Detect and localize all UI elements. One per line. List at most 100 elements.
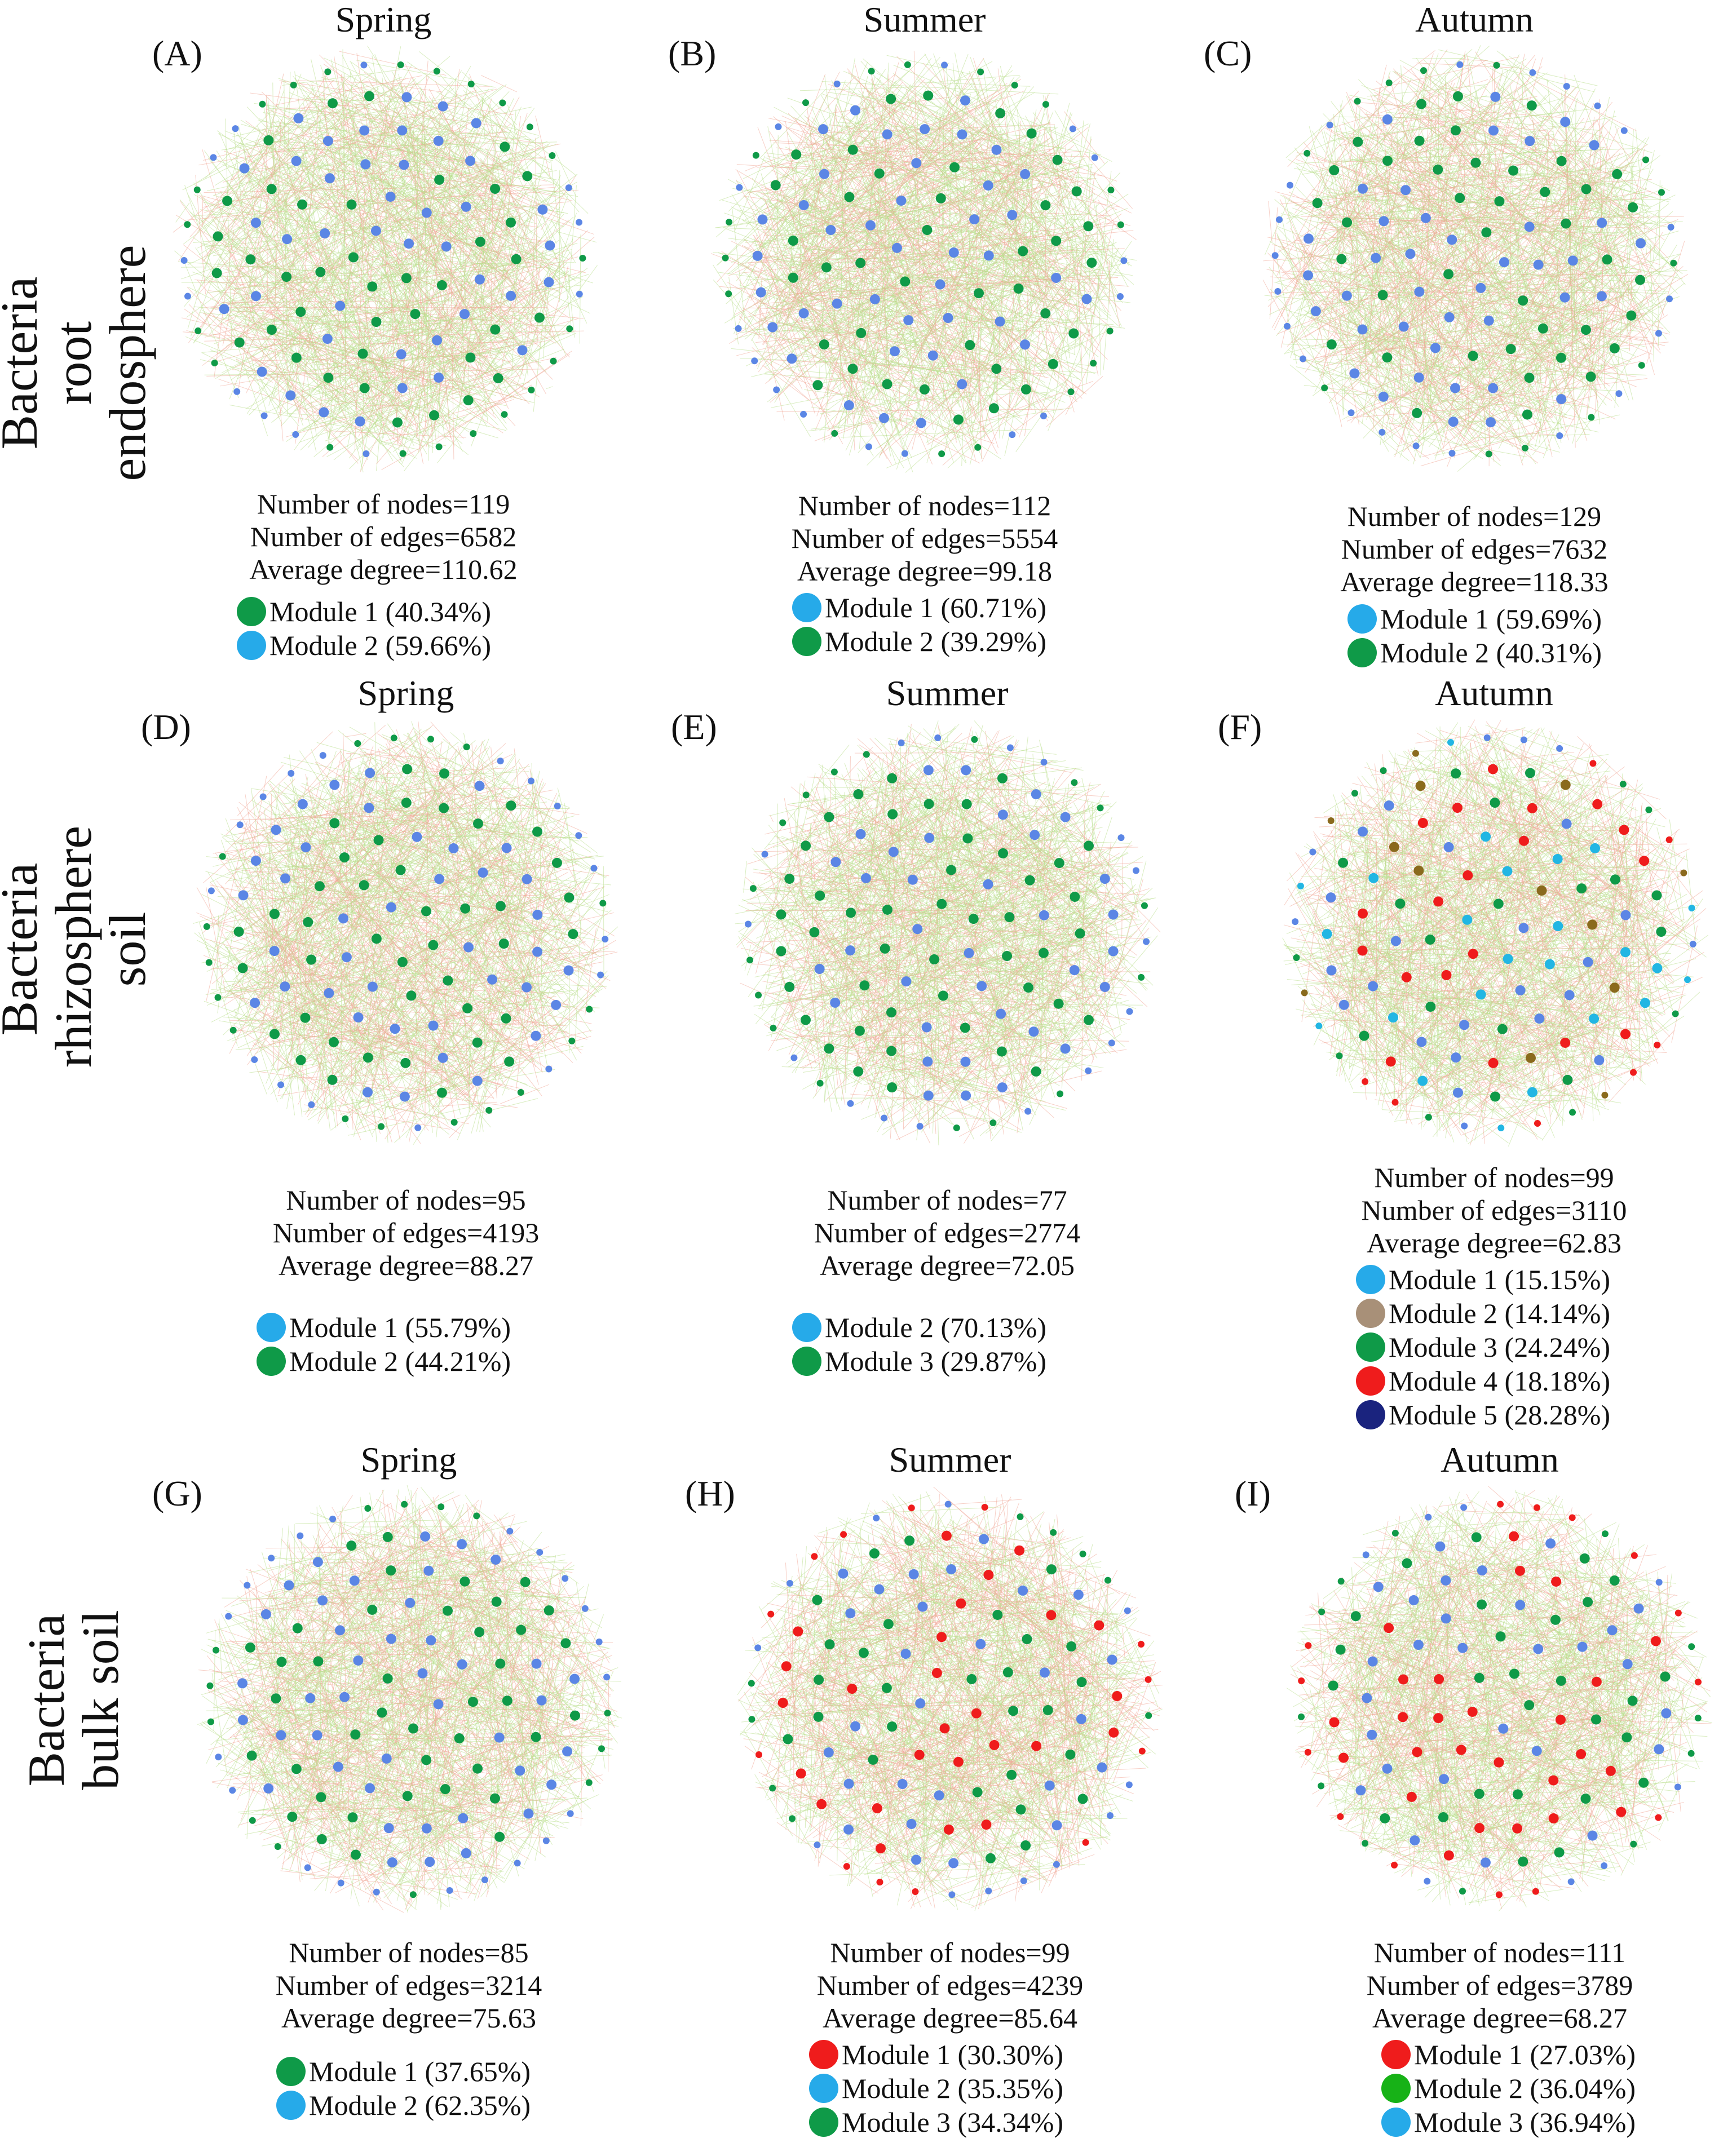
legend-swatch-icon bbox=[1356, 1299, 1385, 1328]
network-node bbox=[853, 789, 863, 799]
network-node bbox=[325, 173, 335, 183]
legend-label: Module 5 (28.28%) bbox=[1389, 1398, 1610, 1431]
network-node bbox=[969, 214, 979, 224]
network-node bbox=[1468, 1707, 1478, 1717]
network-node bbox=[872, 1803, 882, 1813]
node-count: Number of nodes=119 bbox=[101, 488, 665, 520]
network-node bbox=[1384, 800, 1394, 811]
network-node bbox=[977, 69, 984, 76]
legend-swatch-icon bbox=[237, 631, 266, 660]
legend-item: Module 3 (24.24%) bbox=[1356, 1330, 1610, 1364]
network-node bbox=[233, 388, 240, 395]
network-edges bbox=[193, 721, 618, 1145]
row-label-bulk-soil: Bacteria bulk soil bbox=[19, 1582, 127, 1818]
legend-item: Module 1 (27.03%) bbox=[1381, 2038, 1636, 2071]
network-node bbox=[468, 81, 475, 87]
network-node bbox=[377, 1707, 387, 1717]
network-node bbox=[451, 1119, 458, 1126]
network-node bbox=[551, 1000, 561, 1010]
node-count: Number of nodes=129 bbox=[1192, 500, 1732, 533]
network-node bbox=[549, 152, 555, 159]
network-node bbox=[1292, 918, 1298, 925]
network-node bbox=[363, 1087, 373, 1097]
network-node bbox=[260, 794, 267, 800]
network-node bbox=[1382, 114, 1393, 125]
network-node bbox=[506, 291, 516, 301]
network-node bbox=[506, 1528, 513, 1535]
network-node bbox=[1562, 819, 1572, 829]
network-node bbox=[367, 281, 377, 291]
network-node bbox=[360, 383, 370, 393]
network-node bbox=[799, 200, 809, 210]
network-node bbox=[516, 1625, 526, 1635]
network-node bbox=[1569, 1514, 1576, 1521]
network-node bbox=[1040, 1667, 1050, 1677]
network-node bbox=[983, 879, 993, 889]
module-legend: Module 1 (37.65%)Module 2 (62.35%) bbox=[276, 2055, 531, 2122]
network-node bbox=[1447, 739, 1454, 746]
network-node bbox=[1050, 1529, 1057, 1536]
network-node bbox=[1576, 1749, 1586, 1759]
network-node bbox=[1400, 185, 1411, 195]
network-node bbox=[1591, 1715, 1601, 1725]
network-node bbox=[995, 108, 1005, 118]
network-node bbox=[903, 315, 913, 325]
network-node bbox=[1051, 236, 1061, 246]
network-node bbox=[1587, 919, 1597, 929]
network-edges bbox=[711, 51, 1137, 472]
network-node bbox=[1414, 287, 1424, 297]
network-node bbox=[751, 357, 758, 364]
legend-item: Module 2 (35.35%) bbox=[809, 2071, 1063, 2105]
network-node bbox=[1083, 221, 1093, 231]
network-node bbox=[932, 1668, 942, 1678]
network-node bbox=[391, 734, 397, 741]
network-node bbox=[296, 1055, 306, 1065]
network-node bbox=[339, 852, 350, 862]
network-graph bbox=[124, 707, 688, 1158]
network-node bbox=[328, 98, 338, 108]
network-node bbox=[225, 1613, 232, 1620]
average-degree: Average degree=88.27 bbox=[124, 1249, 688, 1282]
network-node bbox=[1496, 1631, 1506, 1641]
network-node bbox=[922, 225, 932, 235]
network-node bbox=[949, 247, 959, 258]
network-node bbox=[396, 349, 407, 359]
network-node bbox=[1453, 1088, 1463, 1098]
network-node bbox=[1068, 328, 1079, 338]
network-node bbox=[1513, 1789, 1523, 1799]
network-node bbox=[908, 875, 918, 885]
network-node bbox=[1496, 1891, 1503, 1898]
network-node bbox=[748, 1680, 755, 1686]
network-node bbox=[1506, 344, 1516, 354]
network-node bbox=[928, 351, 938, 361]
network-node bbox=[1588, 414, 1594, 420]
network-node bbox=[437, 1088, 447, 1098]
network-node bbox=[1133, 867, 1139, 874]
network-node bbox=[1395, 898, 1405, 909]
legend-item: Module 2 (14.14%) bbox=[1356, 1296, 1610, 1330]
network-edges bbox=[173, 46, 598, 472]
network-node bbox=[924, 799, 934, 809]
network-node bbox=[487, 975, 497, 985]
network-node bbox=[784, 874, 794, 884]
legend-swatch-icon bbox=[1347, 604, 1377, 634]
network-node bbox=[1534, 260, 1544, 270]
network-node bbox=[1097, 804, 1104, 811]
network-node bbox=[1097, 1763, 1107, 1773]
network-node bbox=[1549, 1813, 1559, 1823]
network-node bbox=[399, 160, 409, 170]
network-node bbox=[522, 982, 532, 993]
network-node bbox=[946, 1564, 956, 1574]
network-node bbox=[426, 1635, 436, 1645]
network-node bbox=[1448, 417, 1459, 427]
network-node bbox=[342, 952, 352, 962]
network-node bbox=[974, 444, 981, 451]
module-legend: Module 1 (60.71%)Module 2 (39.29%) bbox=[792, 591, 1046, 658]
network-node bbox=[1610, 1575, 1620, 1586]
network-node bbox=[961, 1091, 971, 1101]
network-node bbox=[1688, 1643, 1695, 1650]
network-node bbox=[1108, 1728, 1119, 1738]
network-node bbox=[736, 184, 743, 191]
network-node bbox=[1349, 368, 1359, 378]
network-node bbox=[991, 364, 1001, 374]
